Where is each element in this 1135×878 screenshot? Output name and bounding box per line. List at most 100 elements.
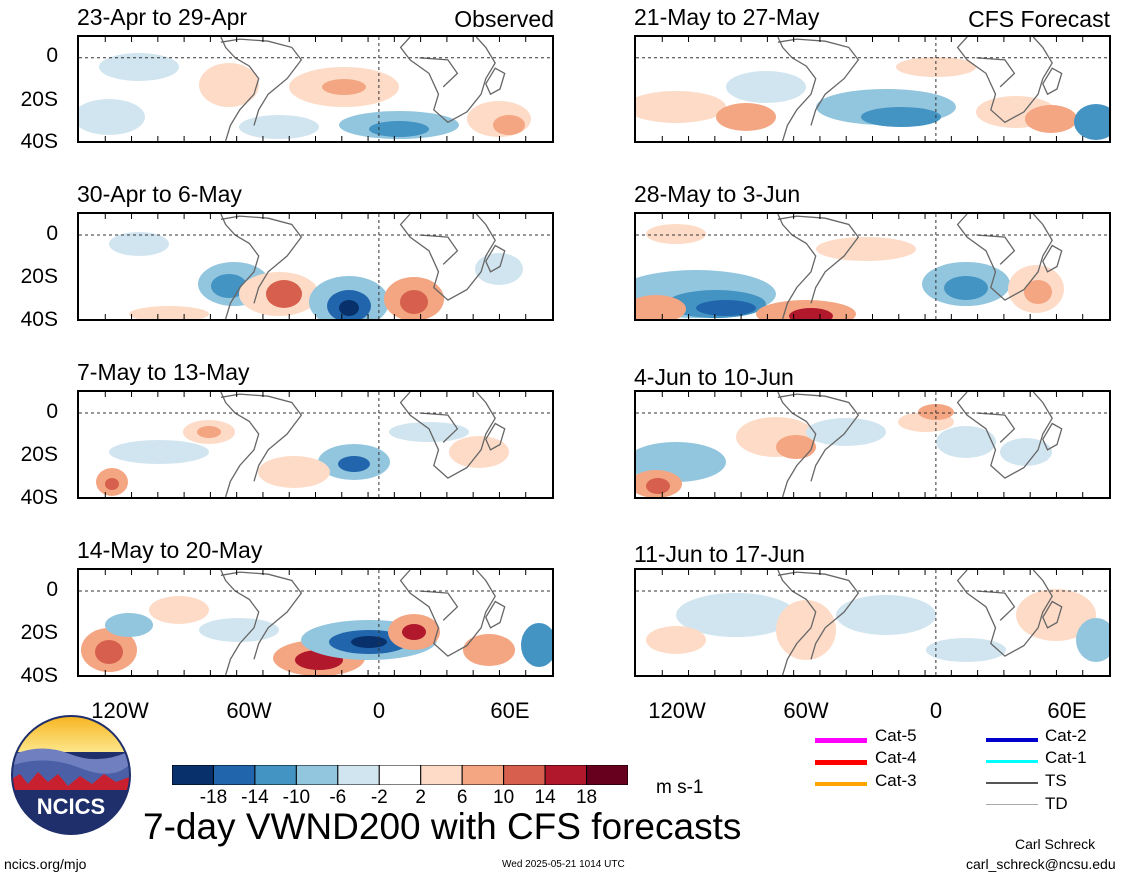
coastline [220, 392, 260, 497]
wind-contour [636, 91, 726, 123]
wind-contour [339, 300, 359, 316]
coastline [956, 214, 1053, 301]
coastline [220, 215, 303, 304]
coastline [485, 422, 506, 451]
wind-contour [322, 79, 366, 95]
wind-contour [199, 63, 259, 107]
x-tick-60w: 60W [783, 698, 829, 723]
wind-contour [99, 53, 179, 81]
coastline [485, 67, 506, 96]
wind-contour [936, 426, 996, 458]
wind-contour [369, 121, 429, 137]
wind-contour [105, 613, 153, 637]
colorbar-swatch [544, 765, 588, 785]
wind-contour [789, 308, 833, 319]
coastline [777, 392, 817, 497]
x-tick-60w: 60W [226, 698, 272, 723]
legend-label-cat1: Cat-1 [1045, 748, 1087, 767]
coastline [485, 600, 506, 629]
wind-contour [338, 456, 370, 472]
colorbar-tick-label: -14 [241, 787, 269, 808]
coastline [220, 393, 303, 482]
wind-contour [266, 280, 302, 308]
wind-contour [926, 638, 1006, 662]
legend-label-cat5: Cat-5 [875, 726, 917, 745]
wind-contour [402, 624, 426, 640]
colorbar-swatch [378, 765, 422, 785]
legend-line-cat2 [986, 738, 1038, 742]
wind-contour [1076, 618, 1109, 662]
wind-contour [944, 276, 988, 300]
panel-title-fc-4: 11-Jun to 17-Jun [634, 541, 805, 567]
y-tick-20s: 20S [20, 621, 58, 644]
coastline [976, 590, 1016, 621]
panel-title-obs-2: 30-Apr to 6-May [77, 181, 242, 207]
forecast-label: CFS Forecast [968, 6, 1110, 32]
wind-contour [211, 274, 247, 298]
footer-timestamp: Wed 2025-05-21 1014 UTC [502, 859, 625, 870]
coastline [1042, 67, 1063, 96]
colorbar-tick-label: 18 [575, 787, 598, 808]
coastline [419, 412, 459, 443]
legend-label-cat4: Cat-4 [875, 748, 917, 767]
wind-contour [95, 640, 123, 664]
map-panel-fc-4 [634, 568, 1111, 677]
colorbar [172, 765, 628, 785]
colorbar-tick-label: 2 [415, 787, 426, 808]
colorbar-swatch [337, 765, 380, 785]
map-panel-obs-2 [77, 212, 554, 321]
panel-title-obs-4: 14-May to 20-May [77, 537, 263, 563]
wind-contour [400, 290, 428, 314]
wind-contour [636, 295, 686, 319]
wind-contour [1016, 589, 1096, 641]
colorbar-tick-label: 6 [456, 787, 468, 808]
coastline [777, 214, 817, 319]
coastline [220, 571, 303, 660]
colorbar-tick-label: -2 [370, 787, 388, 808]
wind-contour [776, 435, 816, 459]
y-tick-40s: 40S [20, 130, 58, 153]
footer-url[interactable]: ncics.org/mjo [4, 856, 87, 872]
coastline [419, 234, 459, 265]
colorbar-swatch [503, 765, 546, 785]
coastline [399, 37, 496, 124]
panel-title-obs-1: 23-Apr to 29-Apr [77, 4, 248, 30]
map-panel-obs-3 [77, 390, 554, 499]
x-tick-60e: 60E [490, 698, 530, 723]
y-tick-20s: 20S [20, 88, 58, 111]
coastline [1042, 422, 1063, 451]
wind-contour [836, 595, 936, 635]
wind-contour [861, 107, 941, 127]
colorbar-tick-label: 14 [534, 787, 556, 808]
wind-contour [239, 115, 319, 139]
coastline [399, 570, 496, 657]
colorbar-swatch [295, 765, 339, 785]
footer-author: Carl Schreck [1015, 836, 1096, 852]
observed-label: Observed [454, 6, 554, 32]
panel-title-obs-3: 7-May to 13-May [77, 359, 250, 385]
coastline [777, 38, 860, 126]
wind-contour [463, 634, 515, 666]
coastline [485, 244, 506, 273]
wind-contour [351, 636, 387, 648]
coastline [1042, 600, 1063, 629]
coastline [220, 38, 303, 126]
coastline [777, 215, 860, 304]
legend-line-cat1 [986, 760, 1038, 763]
legend-line-td [986, 804, 1038, 805]
panel-title-fc-2: 28-May to 3-Jun [634, 181, 801, 207]
legend-label-td: TD [1045, 794, 1068, 813]
coastline [220, 214, 260, 319]
footer-email[interactable]: carl_schreck@ncsu.edu [966, 856, 1116, 872]
colorbar-tick-label: -6 [329, 787, 347, 808]
map-panel-fc-2 [634, 212, 1111, 321]
coastline [956, 570, 1053, 657]
y-tick-20s: 20S [20, 265, 58, 288]
wind-contour [676, 593, 796, 637]
legend-label-cat3: Cat-3 [875, 771, 917, 790]
colorbar-swatch [254, 765, 297, 785]
coastline [956, 37, 1053, 124]
legend-line-cat3 [815, 782, 867, 786]
coastline [777, 570, 817, 675]
x-tick-120w: 120W [648, 698, 706, 723]
